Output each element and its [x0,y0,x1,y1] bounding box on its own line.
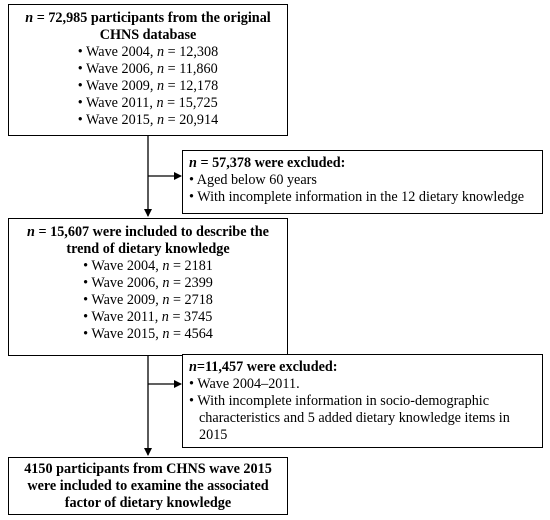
box1-wave-list: • Wave 2004, n = 12,308 • Wave 2006, n =… [78,44,218,129]
wave-item: • Wave 2015, n = 4564 [83,326,213,342]
box2-title-line2: trend of dietary knowledge [66,241,230,257]
box2-title-line1: n = 15,607 were included to describe the [27,224,269,240]
box-final-sample: 4150 participants from CHNS wave 2015 we… [8,457,288,515]
box3-line: were included to examine the associated [27,478,269,494]
exclusion2-item: • With incomplete information in socio-d… [189,393,510,443]
exclusion-box-2: n=11,457 were excluded: • Wave 2004–2011… [182,354,543,448]
wave-item: • Wave 2004, n = 12,308 [77,44,219,60]
exclusion1-item: • Aged below 60 years [189,172,317,188]
wave-item: • Wave 2011, n = 15,725 [77,95,218,111]
wave-item: • Wave 2006, n = 2399 [83,275,213,291]
box1-title-line2: CHNS database [99,27,197,43]
box2-wave-list: • Wave 2004, n = 2181 • Wave 2006, n = 2… [83,258,213,343]
exclusion2-item: • Wave 2004–2011. [189,376,300,392]
box3-line: 4150 participants from CHNS wave 2015 [24,461,272,477]
box-original-database: n = 72,985 participants from the origina… [8,4,288,136]
box3-line: factor of dietary knowledge [64,495,232,511]
exclusion2-header: n=11,457 were excluded: [189,359,338,375]
wave-item: • Wave 2011, n = 3745 [83,309,213,325]
exclusion1-item: • With incomplete information in the 12 … [189,189,525,205]
box-included-trend: n = 15,607 were included to describe the… [8,218,288,356]
box1-title-line1: n = 72,985 participants from the origina… [25,10,271,26]
wave-item: • Wave 2006, n = 11,860 [77,61,218,77]
exclusion-box-1: n = 57,378 were excluded: • Aged below 6… [182,150,543,214]
exclusion1-header: n = 57,378 were excluded: [189,155,346,171]
wave-item: • Wave 2004, n = 2181 [83,258,213,274]
wave-item: • Wave 2009, n = 12,178 [77,78,219,94]
wave-item: • Wave 2009, n = 2718 [83,292,213,308]
wave-item: • Wave 2015, n = 20,914 [77,112,219,128]
